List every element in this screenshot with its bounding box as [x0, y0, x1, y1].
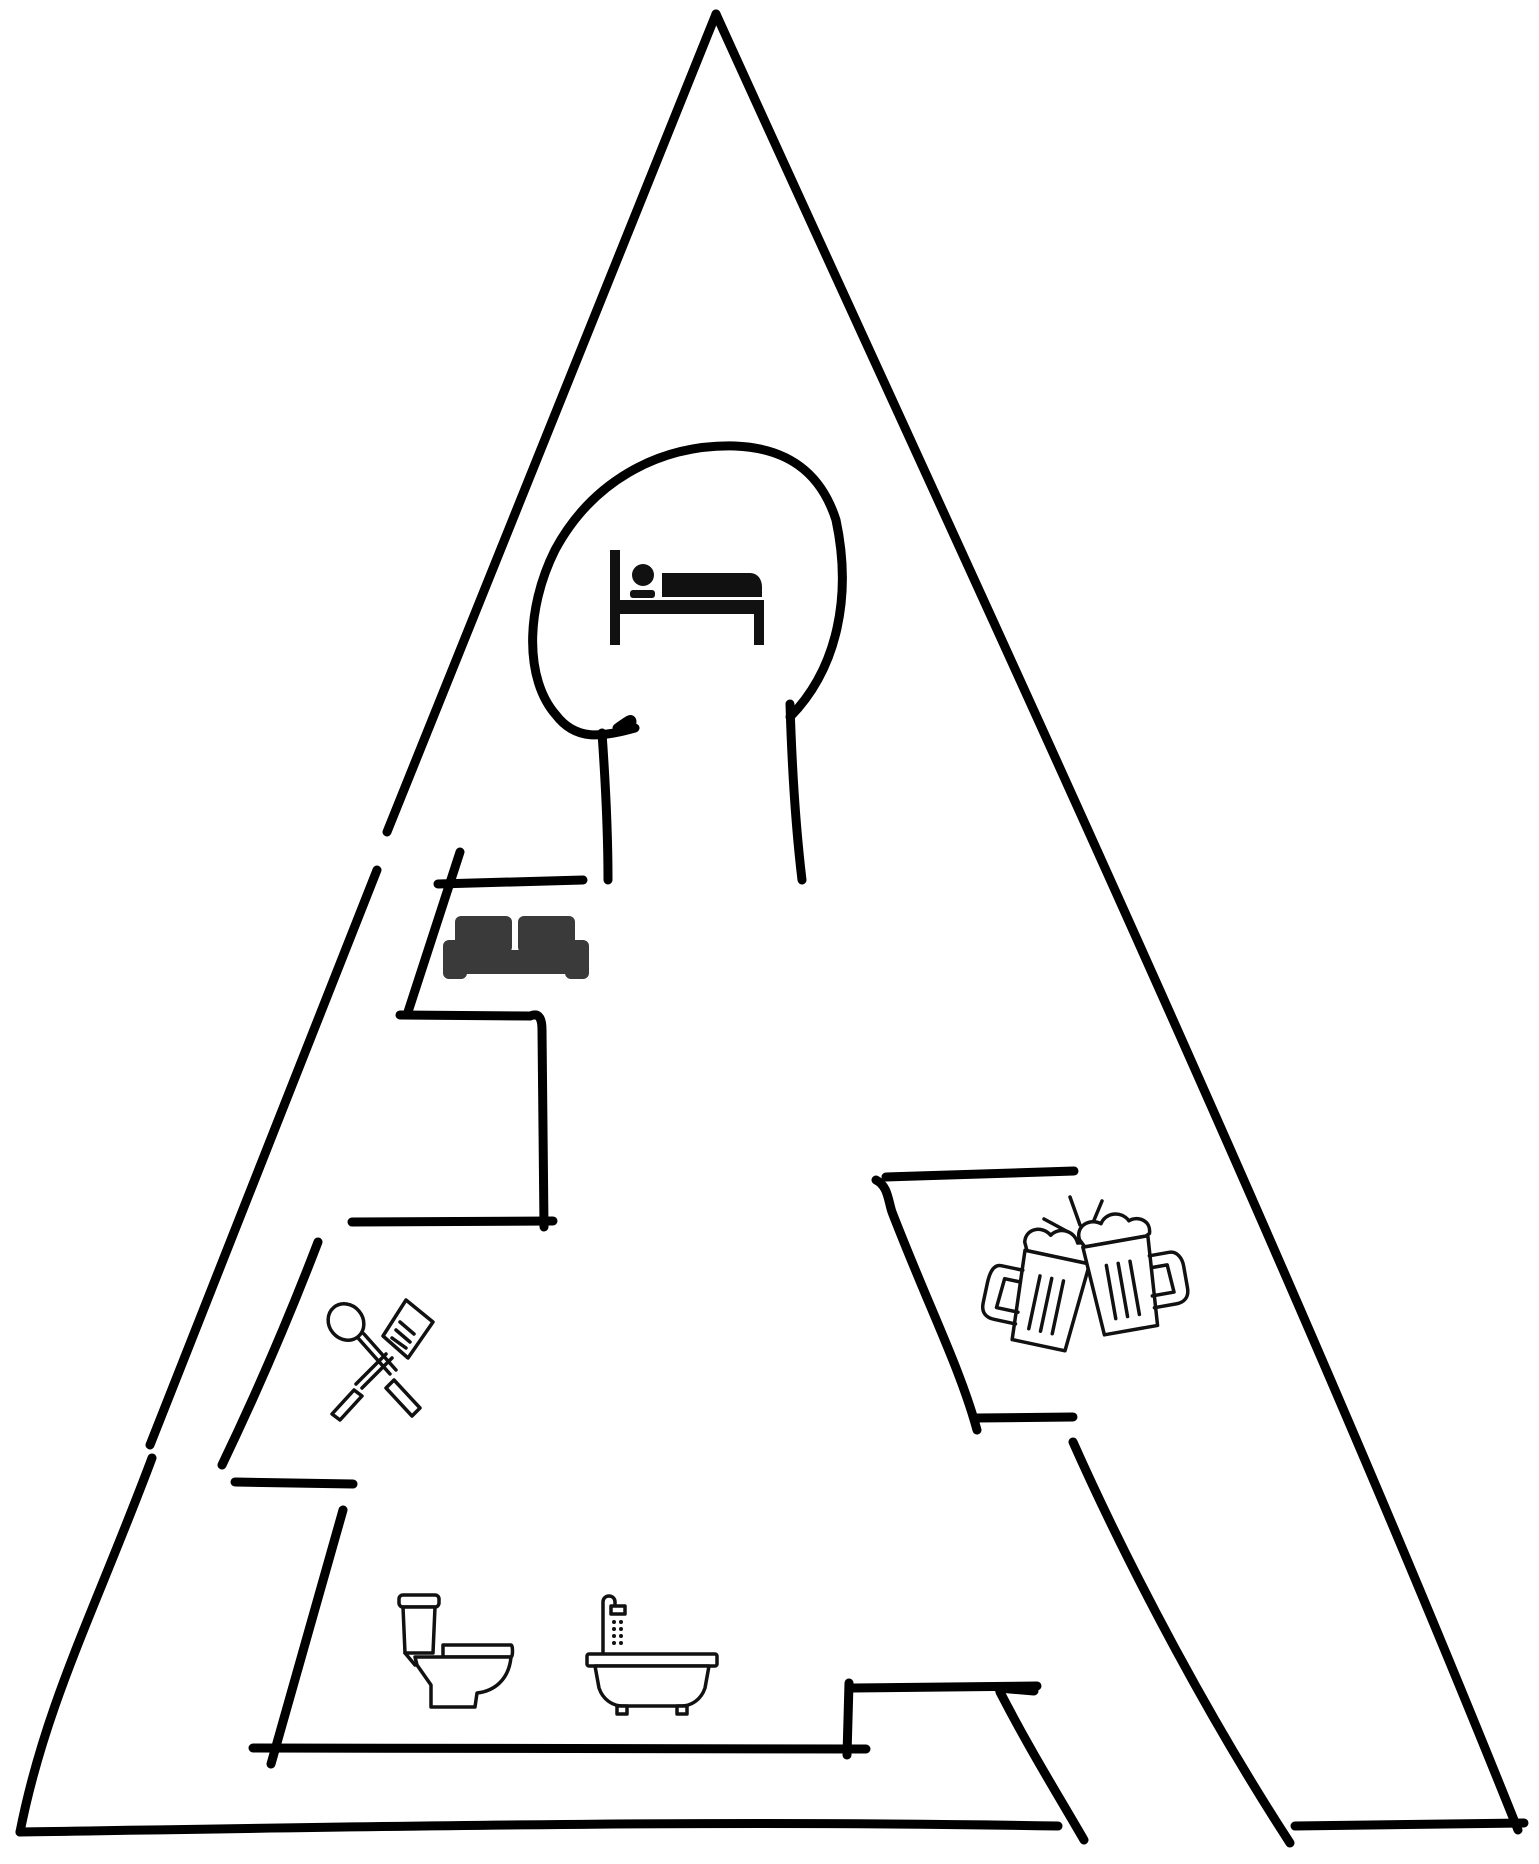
living-room-wall-top — [433, 875, 588, 889]
kitchen-wall-left — [217, 1237, 323, 1470]
inner-wall-right-lower — [1068, 1437, 1295, 1848]
outer-wall-bottom-left — [15, 1819, 1063, 1837]
corridor-wall-left — [597, 728, 613, 885]
outer-wall-bottom-right — [1290, 1818, 1529, 1831]
outer-wall-right — [711, 9, 1523, 1835]
toilet-icon — [397, 1593, 515, 1709]
bathroom-wall-right — [842, 1678, 854, 1760]
bathroom-wall-left — [266, 1505, 348, 1769]
entrance-wall-diagonal — [995, 1687, 1089, 1845]
corridor-wall-right — [785, 699, 807, 885]
living-room-wall-left — [402, 847, 465, 1020]
entrance-wall-top — [993, 1683, 1039, 1696]
kitchen-wall-bottom — [230, 1477, 358, 1489]
kitchen-walls — [217, 1216, 558, 1489]
bed-icon — [610, 550, 764, 645]
kitchen-utensils-icon — [326, 1298, 435, 1422]
kitchen-wall-top — [347, 1216, 558, 1227]
bedroom-walls — [528, 441, 847, 885]
living-room-wall-bottom — [395, 1010, 535, 1021]
bathroom-wall-bottom — [248, 1743, 871, 1754]
beer-mugs-icon — [980, 1195, 1190, 1353]
bar-wall-left — [871, 1175, 982, 1435]
bar-walls — [871, 1166, 1079, 1435]
bar-wall-bottom — [972, 1412, 1078, 1423]
bedroom-door-hook — [612, 715, 637, 733]
bedroom-wall-curve — [528, 441, 847, 740]
bathtub-icon — [585, 1594, 719, 1716]
living-room-walls — [395, 847, 588, 1232]
outer-walls — [15, 9, 1529, 1837]
outer-wall-left-middle — [145, 865, 382, 1450]
outer-wall-left-lower — [15, 1453, 157, 1837]
bathroom-walls — [248, 1505, 1042, 1769]
bar-wall-top — [881, 1166, 1079, 1182]
living-room-wall-right — [525, 1010, 549, 1232]
outer-wall-left-upper — [382, 9, 721, 837]
sofa-icon — [443, 916, 589, 979]
entrance-walls — [993, 1437, 1295, 1848]
